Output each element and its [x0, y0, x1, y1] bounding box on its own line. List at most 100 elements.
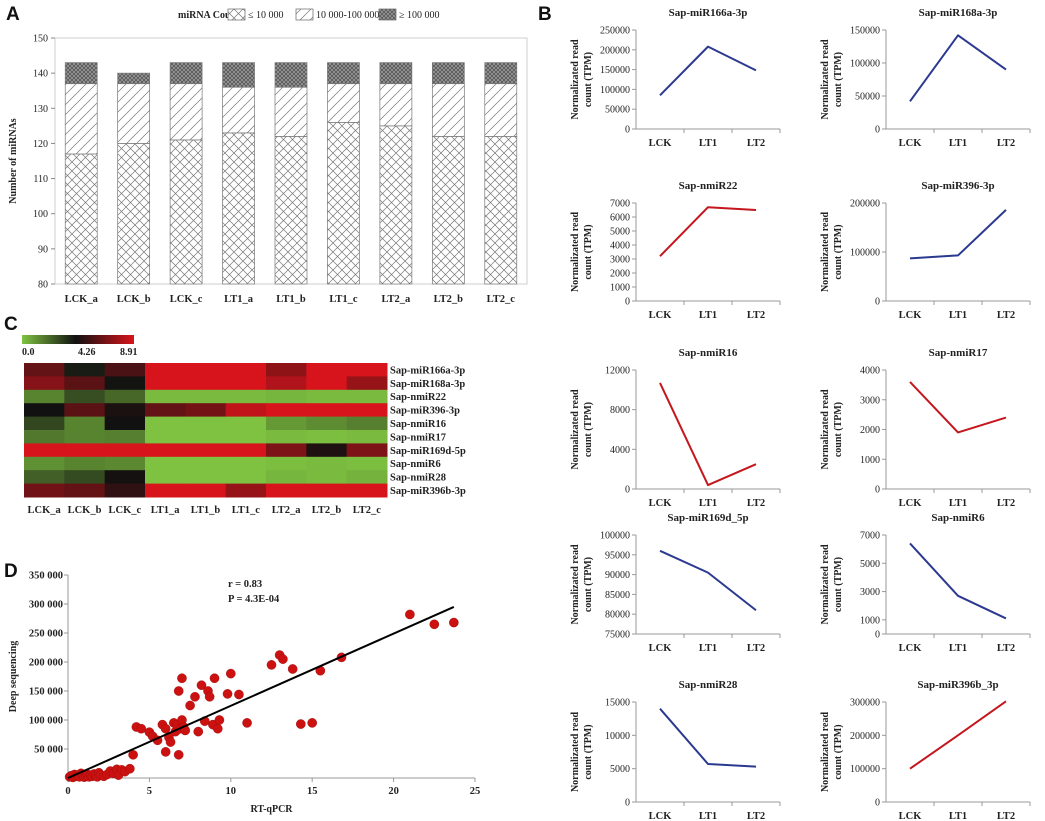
panel-label-d: D [4, 561, 18, 582]
heatmap-cell [104, 470, 146, 485]
y-axis-label-line-1: Normalizated read [820, 212, 831, 293]
line-chart-1: Sap-miR166a-3p 0 50000 100000 150000 200000 25… [570, 7, 781, 149]
annotation-r: r = 0.83 [228, 579, 262, 590]
bar-segment-3 [379, 62, 413, 85]
scatter-point [190, 692, 200, 702]
heatmap-cell [266, 403, 307, 418]
heatmap-cell [145, 416, 186, 431]
heatmap-cell [185, 376, 227, 391]
heatmap-cell [266, 416, 307, 431]
y-tick-label: 7000 [860, 531, 880, 542]
y-tick-label: 100 [33, 209, 48, 220]
bar-segment-1 [431, 136, 465, 285]
y-tick-label: 3000 [610, 255, 630, 266]
y-axis-label-line-2: count (TPM) [833, 724, 844, 779]
heatmap-cell [185, 470, 227, 485]
line-chart-10: Sap-miR396b_3p 0 100000 200000 300000 LCK LT1 L… [820, 679, 1031, 821]
series-line [659, 382, 757, 487]
y-tick-label: 250000 [600, 26, 630, 37]
x-tick-label: LCK_c [170, 294, 203, 305]
x-tick-label: LT1 [949, 310, 967, 321]
heatmap-cell [24, 470, 65, 485]
color-scale-label: 8.91 [120, 347, 138, 358]
heatmap-row-label: Sap-miR166a-3p [390, 365, 465, 376]
x-tick-label: LT2 [997, 310, 1015, 321]
y-tick-label: 0 [625, 125, 630, 136]
y-tick-label: 4000 [610, 241, 630, 252]
bar-segment-2 [274, 86, 308, 137]
x-tick-label: LT1 [699, 643, 717, 654]
y-tick-label: 200000 [850, 199, 880, 210]
bar-segment-1 [64, 153, 98, 285]
heatmap-cell [24, 430, 65, 444]
y-tick-label: 150000 [600, 65, 630, 76]
x-tick-label: LT1 [949, 811, 967, 821]
heatmap-cell [225, 376, 267, 391]
heatmap-cell [145, 456, 186, 471]
y-tick-label: 90000 [605, 570, 630, 581]
heatmap-cell [104, 430, 146, 444]
scatter-point [212, 723, 223, 734]
y-tick-label: 110 [33, 174, 48, 185]
y-axis-label-line-2: count (TPM) [583, 557, 594, 612]
scatter-point [177, 673, 187, 684]
x-tick-label: LT2 [997, 498, 1015, 509]
x-tick-label: 0 [65, 786, 70, 797]
heatmap-cell [306, 376, 348, 391]
heatmap-cell [266, 470, 307, 485]
heatmap-row-label: Sap-miR396b-3p [390, 486, 466, 497]
y-tick-label: 200 000 [29, 658, 63, 669]
line-chart-4: Sap-miR396-3p 0 100000 200000 LCK LT1 LT2 Norma… [820, 180, 1031, 321]
bar-segment-3 [431, 62, 465, 85]
heatmap-cell [266, 430, 307, 444]
bar-segment-2 [431, 83, 465, 137]
y-tick-label: 0 [875, 125, 880, 136]
heatmap-cell [306, 416, 348, 431]
heatmap-cell [306, 456, 348, 471]
y-tick-label: 2000 [610, 269, 630, 280]
y-tick-label: 200000 [850, 731, 880, 742]
y-axis-label-line-2: count (TPM) [583, 724, 594, 779]
heatmap-cell [346, 430, 388, 444]
heatmap-cell [145, 443, 186, 458]
y-axis-label-line-2: count (TPM) [583, 224, 594, 279]
heatmap-column-label: LCK_b [68, 505, 102, 516]
y-axis-label-line-1: Normalizated read [820, 39, 831, 120]
heatmap-cell [185, 389, 227, 404]
x-tick-label: LT2 [747, 811, 765, 821]
scatter-point [296, 719, 306, 729]
y-tick-label: 100000 [600, 531, 630, 542]
y-tick-label: 95000 [605, 550, 630, 561]
series-line [909, 381, 1007, 434]
x-tick-label: 20 [388, 786, 399, 797]
heatmap-cell [306, 389, 348, 404]
y-tick-label: 120 [33, 139, 48, 150]
x-tick-label: LT2 [747, 498, 765, 509]
heatmap-column-label: LT1_b [191, 505, 221, 516]
scatter-point [160, 747, 171, 757]
heatmap-cell [145, 403, 186, 418]
y-tick-label: 3000 [860, 587, 880, 598]
y-tick-label: 100000 [850, 764, 880, 775]
heatmap-column-label: LT2_b [312, 505, 342, 516]
heatmap-cell [346, 389, 388, 404]
heatmap-cell [225, 456, 267, 471]
chart-title: Sap-nmiR17 [929, 347, 988, 359]
bar-segment-3 [169, 62, 203, 85]
y-axis-label-line-2: count (TPM) [583, 402, 594, 457]
bar-segment-3 [484, 62, 518, 85]
y-tick-label: 50 000 [34, 745, 63, 756]
heatmap-cell [104, 483, 146, 498]
y-tick-label: 100000 [850, 59, 880, 70]
y-tick-label: 75000 [605, 630, 630, 641]
line-chart-7: Sap-miR169d_5p 75000 80000 85000 90000 95000 1… [570, 512, 781, 654]
bar-segment-2 [64, 83, 98, 155]
y-tick-label: 150 000 [29, 687, 63, 698]
color-scale-label: 0.0 [22, 347, 35, 358]
bar-segment-1 [379, 125, 413, 285]
x-tick-label: LT2 [997, 643, 1015, 654]
bar-segment-3 [222, 62, 255, 88]
bar-segment-2 [484, 83, 518, 137]
y-axis-label-line-1: Normalizated read [570, 39, 581, 120]
chart-title: Sap-nmiR6 [931, 512, 985, 524]
